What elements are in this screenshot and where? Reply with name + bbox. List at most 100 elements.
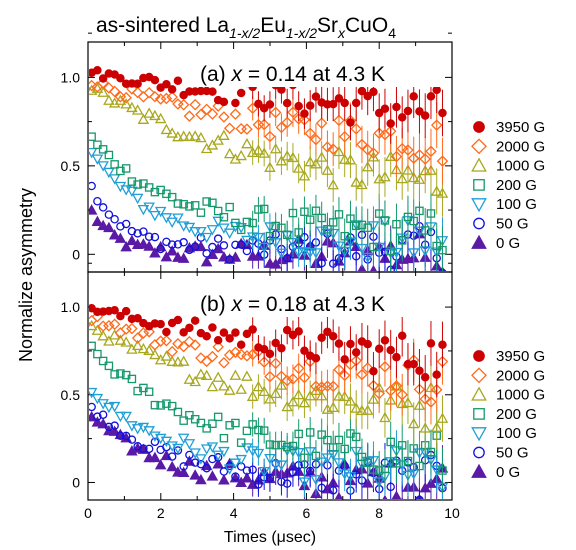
data-point — [432, 85, 441, 95]
data-point — [179, 328, 188, 337]
data-point — [167, 401, 177, 411]
data-point — [167, 452, 177, 461]
data-point — [420, 111, 430, 120]
data-point — [91, 154, 104, 165]
data-point — [292, 247, 305, 259]
data-point — [369, 264, 377, 271]
data-point — [248, 420, 257, 429]
data-point — [438, 340, 447, 350]
data-point — [218, 380, 230, 391]
series-1000-g — [89, 319, 449, 451]
data-point — [97, 320, 109, 332]
data-point — [156, 401, 165, 410]
data-point — [413, 383, 426, 396]
data-point — [328, 99, 338, 109]
data-point — [103, 221, 115, 233]
data-point — [344, 237, 357, 248]
data-point — [350, 402, 362, 413]
data-point — [160, 250, 173, 262]
series-1000-g — [89, 82, 449, 217]
data-point — [415, 366, 424, 376]
data-point — [223, 228, 236, 239]
data-point — [120, 98, 132, 109]
legend-marker — [473, 179, 485, 191]
data-point — [310, 248, 322, 259]
data-point — [346, 339, 355, 349]
data-point — [317, 430, 326, 439]
data-point — [415, 461, 424, 471]
data-point — [219, 328, 229, 337]
data-point — [179, 416, 188, 425]
data-point — [212, 216, 224, 228]
data-point — [401, 497, 404, 499]
data-point — [300, 109, 309, 118]
data-point — [116, 431, 125, 440]
data-point — [315, 457, 328, 468]
data-point — [154, 335, 167, 347]
data-point — [200, 232, 213, 244]
panel-a: 0 0.5 1.0 (a) x = 0.14 at 4.3 K 3950 G 2000 G… — [61, 32, 545, 273]
data-point — [229, 369, 242, 380]
data-point — [374, 466, 384, 475]
data-point — [212, 450, 224, 462]
data-point — [425, 145, 437, 158]
data-point — [172, 213, 184, 224]
data-point — [407, 469, 420, 480]
data-point — [114, 411, 127, 423]
y-axis-label: Normalize asymmetry — [16, 188, 36, 362]
data-point — [241, 137, 253, 149]
data-point — [213, 412, 223, 422]
data-point — [183, 130, 196, 142]
data-point — [185, 202, 194, 211]
data-point — [310, 158, 322, 169]
data-point — [235, 383, 247, 394]
data-point — [166, 355, 178, 366]
data-point — [150, 75, 160, 85]
x-tick-label: 4 — [230, 505, 238, 521]
data-point — [269, 142, 282, 154]
data-point — [265, 349, 275, 359]
data-point — [231, 240, 240, 250]
data-point — [89, 341, 96, 351]
data-point — [149, 339, 161, 351]
data-point — [304, 389, 316, 401]
y-tick-label: 1.0 — [61, 69, 81, 85]
panel-label: (b) x = 0.18 at 4.3 K — [200, 293, 385, 316]
data-point — [154, 458, 167, 470]
data-point — [143, 326, 155, 338]
data-point — [195, 131, 207, 143]
data-point — [258, 242, 270, 254]
data-point — [317, 483, 326, 493]
data-point — [258, 118, 270, 131]
data-point — [407, 171, 420, 183]
data-point — [103, 319, 115, 332]
data-point — [143, 426, 155, 437]
data-point — [97, 77, 109, 89]
data-point — [264, 161, 276, 172]
data-point — [374, 108, 384, 118]
data-point — [195, 454, 207, 465]
data-point — [131, 424, 144, 435]
data-point — [218, 474, 230, 485]
data-point — [133, 314, 142, 323]
data-point — [126, 83, 138, 95]
data-point — [162, 399, 171, 408]
data-point — [223, 122, 236, 135]
data-point — [235, 223, 247, 234]
data-point — [380, 464, 390, 474]
title-sub-4: 4 — [388, 25, 396, 41]
data-point — [430, 270, 432, 271]
data-point — [179, 90, 188, 100]
figure-title: as-sintered La1-x/2Eu1-x/2SrxCuO4 — [96, 14, 396, 41]
data-point — [281, 150, 293, 161]
data-point — [190, 458, 200, 467]
data-point — [208, 242, 217, 252]
data-point — [328, 218, 338, 227]
data-point — [89, 181, 96, 191]
legend-marker — [471, 427, 487, 442]
data-point — [275, 155, 288, 166]
data-point — [363, 223, 372, 232]
data-point — [351, 252, 361, 261]
data-point — [271, 440, 280, 450]
